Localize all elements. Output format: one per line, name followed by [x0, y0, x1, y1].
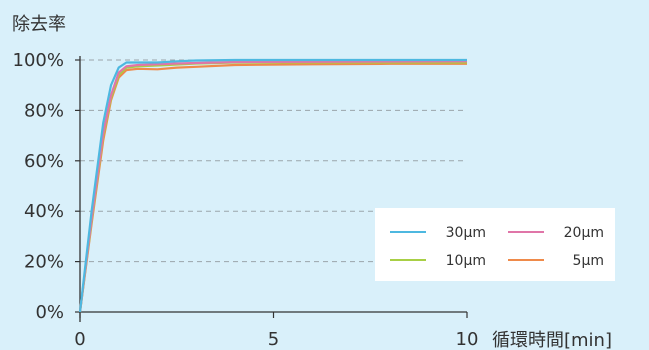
legend: 30μm 20μm 10μm 5μm — [375, 208, 615, 281]
y-tick-labels: 0% 20% 40% 60% 80% 100% — [13, 50, 64, 323]
x-tick-labels: 0 5 10 — [74, 329, 478, 350]
y-tick-label: 60% — [24, 151, 64, 172]
y-tick-label: 0% — [35, 302, 64, 323]
x-axis-label: 循環時間[min] — [492, 330, 612, 350]
legend-box — [375, 208, 615, 281]
series-line — [78, 60, 468, 313]
series-line — [78, 58, 467, 313]
y-tick-label: 40% — [24, 201, 64, 222]
y-tick-label: 80% — [24, 100, 64, 121]
series-lines — [78, 58, 468, 313]
chart-title: 除去率 — [12, 14, 66, 35]
legend-label: 5μm — [573, 253, 604, 269]
legend-label: 30μm — [446, 225, 486, 241]
legend-label: 20μm — [564, 225, 604, 241]
x-tick-label: 0 — [74, 329, 85, 350]
y-tick-label: 20% — [24, 252, 64, 273]
x-tick-label: 10 — [456, 329, 479, 350]
legend-label: 10μm — [446, 253, 486, 269]
axes — [75, 56, 468, 322]
y-tick-label: 100% — [13, 50, 64, 71]
x-tick-label: 5 — [268, 329, 279, 350]
